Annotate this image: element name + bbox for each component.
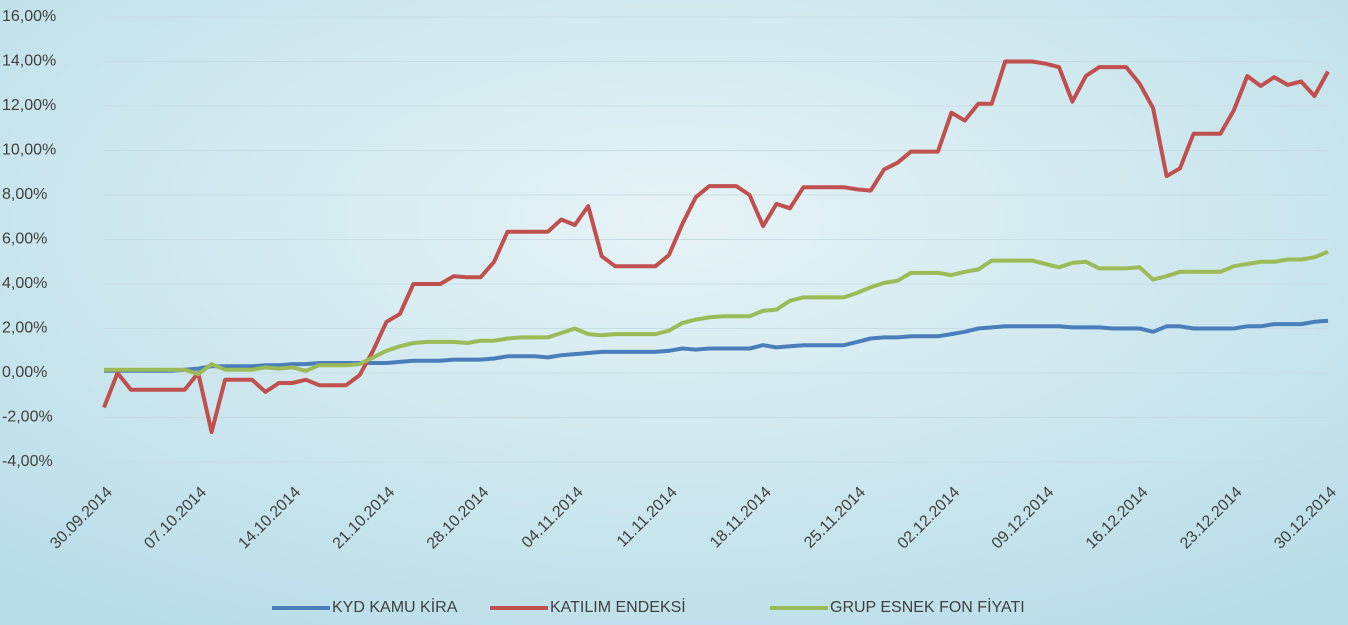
series-line xyxy=(104,318,1329,373)
y-tick-label: -2,00% xyxy=(2,409,53,426)
y-tick-label: 12,00% xyxy=(2,97,56,114)
series-line xyxy=(104,249,1329,377)
y-tick-label: 2,00% xyxy=(2,320,47,337)
y-tick-label: 16,00% xyxy=(2,8,56,25)
y-tick-label: -4,00% xyxy=(2,453,53,470)
legend-label: GRUP ESNEK FON FİYATI xyxy=(830,597,1025,616)
y-tick-label: 14,00% xyxy=(2,53,56,70)
y-tick-label: 6,00% xyxy=(2,231,47,248)
y-tick-label: 8,00% xyxy=(2,186,47,203)
y-tick-label: 4,00% xyxy=(2,275,47,292)
legend-label: KYD KAMU KİRA xyxy=(332,597,458,616)
series-line xyxy=(102,59,1330,434)
y-tick-label: 0,00% xyxy=(2,364,47,381)
legend-label: KATILIM ENDEKSİ xyxy=(550,597,686,616)
y-tick-label: 10,00% xyxy=(2,142,56,159)
